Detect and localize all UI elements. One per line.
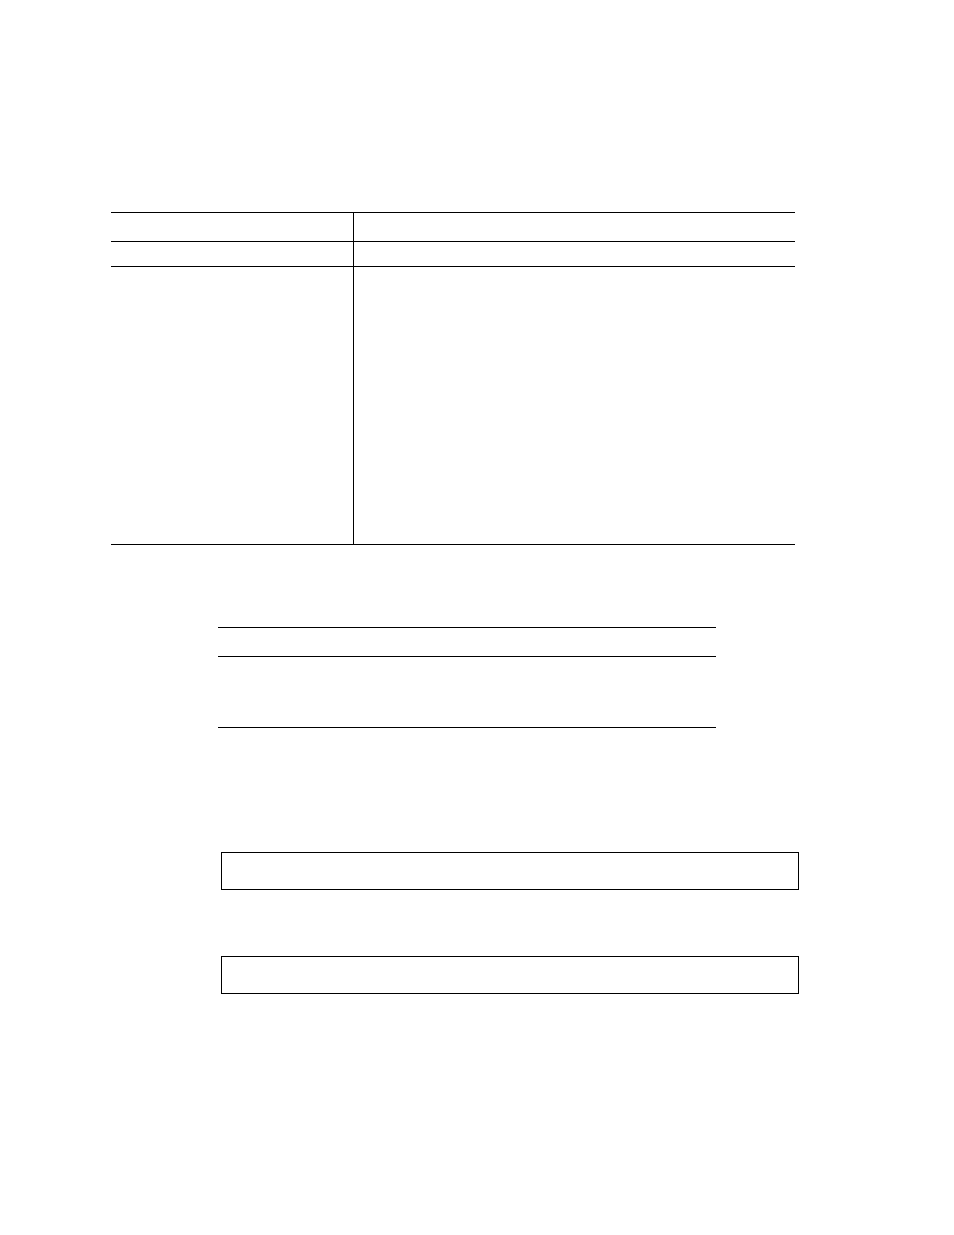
table1-row-divider-3 (111, 544, 795, 545)
outlined-box-0 (221, 852, 799, 890)
page-container (0, 0, 954, 1235)
table2-row-divider-0 (218, 627, 716, 628)
table1-row-divider-1 (111, 241, 795, 242)
table2-row-divider-1 (218, 656, 716, 657)
table1-row-divider-0 (111, 212, 795, 213)
table1-row-divider-2 (111, 266, 795, 267)
table1-col-divider (353, 212, 354, 544)
table2-row-divider-2 (218, 727, 716, 728)
outlined-box-1 (221, 956, 799, 994)
